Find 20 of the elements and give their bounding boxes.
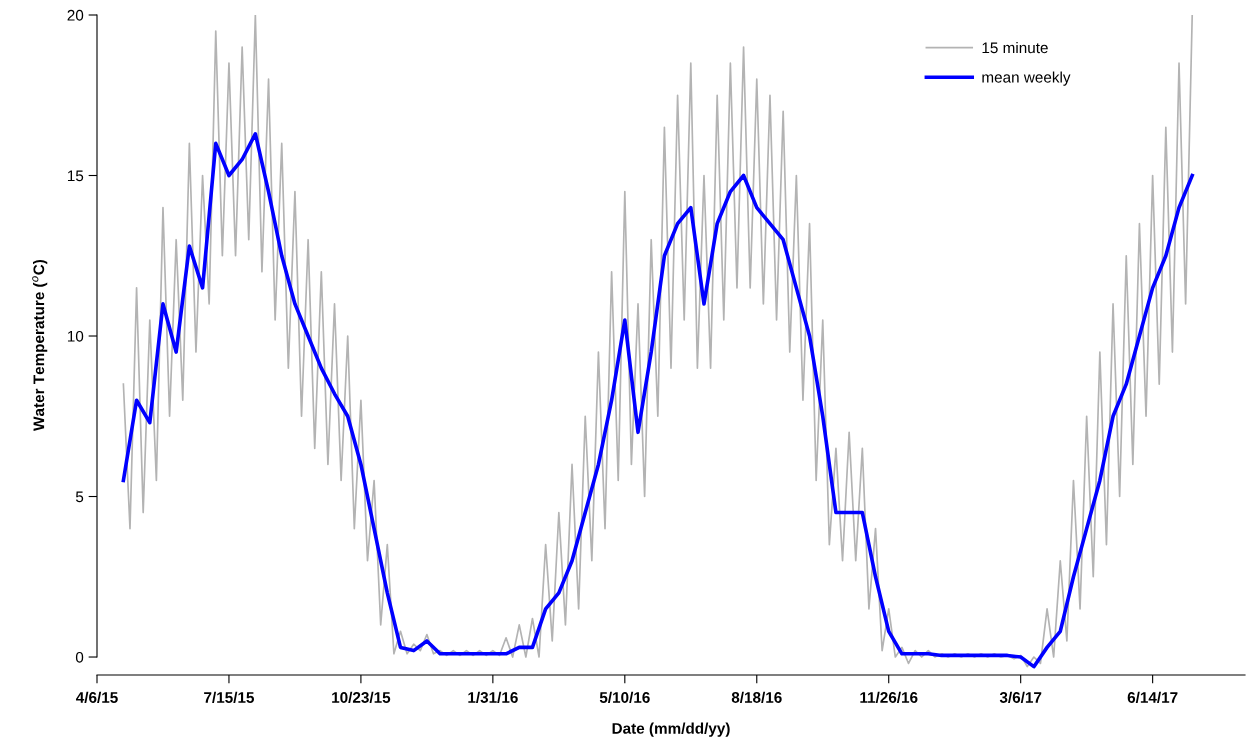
y-tick-label: 5	[75, 491, 84, 503]
y-tick-label: 0	[75, 651, 84, 663]
line-series	[122, 15, 1194, 668]
x-tick-label: 10/23/15	[332, 691, 391, 704]
legend-label: mean weekly	[982, 71, 1071, 86]
x-tick-label: 8/18/16	[731, 691, 782, 704]
x-tick-label: 7/15/15	[204, 691, 255, 704]
x-tick-label: 11/26/16	[860, 691, 918, 704]
y-tick-label: 10	[67, 330, 84, 342]
x-tick-label: 4/6/15	[76, 691, 118, 704]
x-tick-label: 6/14/17	[1127, 691, 1178, 704]
line-series	[121, 131, 1195, 669]
y-tick-label: 20	[67, 9, 84, 21]
y-axis-title: Water Temperature ($^{o}$C)	[32, 259, 48, 431]
y-tick-label: 15	[67, 170, 84, 182]
x-tick-label: 5/10/16	[599, 691, 650, 704]
legend-label: 15 minute	[982, 41, 1048, 54]
x-axis-title: Date (mm/dd/yy)	[612, 722, 730, 737]
x-tick-label: 3/6/17	[999, 691, 1042, 704]
x-tick-label: 1/31/16	[468, 691, 518, 704]
